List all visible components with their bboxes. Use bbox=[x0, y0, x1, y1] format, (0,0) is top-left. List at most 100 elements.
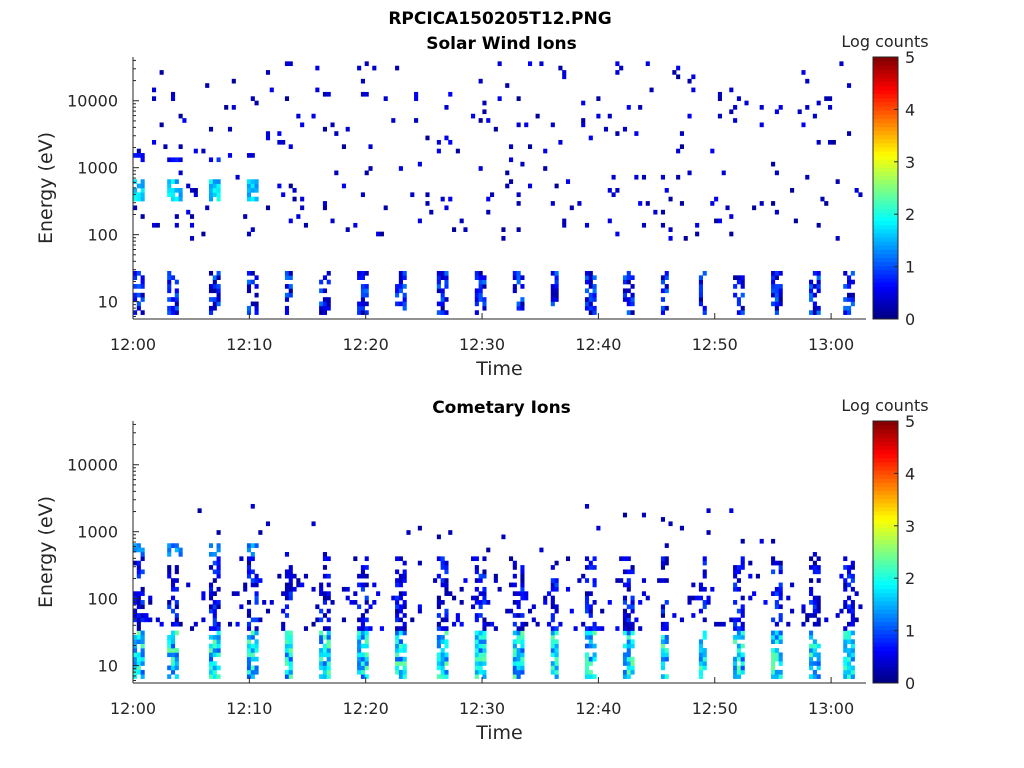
heatmap-cell bbox=[630, 310, 635, 315]
heatmap-cell bbox=[174, 214, 179, 219]
heatmap-cell bbox=[486, 209, 491, 215]
colorbar-swatch bbox=[873, 613, 898, 618]
heatmap-cell bbox=[170, 310, 176, 315]
heatmap-cell bbox=[140, 188, 145, 193]
heatmap-cell bbox=[592, 310, 597, 315]
heatmap-cell bbox=[448, 139, 453, 145]
heatmap-cell bbox=[778, 613, 783, 618]
heatmap-cell bbox=[774, 604, 779, 610]
heatmap-cell bbox=[733, 569, 738, 575]
heatmap-cell bbox=[660, 310, 666, 315]
colorbar-swatch bbox=[873, 437, 898, 442]
heatmap-cell bbox=[436, 665, 441, 671]
heatmap-cell bbox=[212, 621, 217, 627]
heatmap-cell bbox=[850, 560, 855, 566]
heatmap-cell bbox=[664, 270, 669, 276]
heatmap-cell bbox=[174, 613, 179, 618]
heatmap-cell bbox=[364, 310, 369, 315]
heatmap-cell bbox=[721, 621, 726, 627]
heatmap-cell bbox=[208, 582, 214, 588]
heatmap-cell bbox=[854, 591, 859, 596]
heatmap-cell bbox=[136, 617, 141, 623]
heatmap-cell bbox=[736, 578, 741, 583]
heatmap-cell bbox=[284, 661, 290, 666]
heatmap-cell bbox=[550, 617, 555, 623]
heatmap-cell bbox=[433, 578, 438, 583]
heatmap-cell bbox=[254, 183, 259, 189]
heatmap-cell bbox=[357, 573, 362, 579]
heatmap-cell bbox=[326, 643, 331, 649]
heatmap-cell bbox=[167, 569, 172, 575]
heatmap-cell bbox=[592, 565, 597, 570]
heatmap-cell bbox=[626, 669, 631, 675]
heatmap-cell bbox=[170, 630, 176, 636]
heatmap-cell bbox=[679, 131, 684, 136]
heatmap-cell bbox=[584, 643, 590, 649]
heatmap-cell bbox=[816, 565, 821, 570]
heatmap-cell bbox=[258, 617, 263, 623]
heatmap-cell bbox=[554, 630, 559, 636]
heatmap-cell bbox=[322, 600, 327, 605]
colorbar-swatch bbox=[873, 118, 898, 123]
heatmap-cell bbox=[774, 270, 779, 276]
heatmap-cell bbox=[208, 157, 214, 163]
heatmap-cell bbox=[626, 661, 631, 666]
colorbar-swatch bbox=[873, 535, 898, 541]
heatmap-cell bbox=[630, 669, 635, 675]
heatmap-cell bbox=[774, 669, 779, 675]
heatmap-cell bbox=[550, 669, 555, 675]
heatmap-cell bbox=[319, 305, 324, 311]
heatmap-cell bbox=[133, 595, 138, 601]
heatmap-cell bbox=[698, 284, 703, 289]
heatmap-cell bbox=[478, 600, 483, 605]
heatmap-cell bbox=[315, 65, 320, 71]
heatmap-cell bbox=[254, 310, 259, 315]
heatmap-cell bbox=[288, 218, 293, 224]
heatmap-cell bbox=[508, 582, 514, 588]
heatmap-cell bbox=[698, 288, 703, 294]
heatmap-cell bbox=[250, 270, 255, 276]
heatmap-cell bbox=[660, 665, 666, 671]
heatmap-cell bbox=[816, 665, 821, 671]
heatmap-cell bbox=[516, 279, 521, 285]
heatmap-cell bbox=[660, 222, 666, 228]
heatmap-cell bbox=[300, 205, 305, 211]
heatmap-cell bbox=[482, 639, 487, 644]
colorbar-swatch bbox=[873, 658, 898, 663]
heatmap-cell bbox=[554, 284, 559, 289]
heatmap-cell bbox=[740, 310, 745, 315]
heatmap-cell bbox=[790, 608, 795, 614]
heatmap-cell bbox=[455, 148, 460, 154]
heatmap-cell bbox=[482, 626, 487, 631]
heatmap-cell bbox=[364, 582, 369, 588]
heatmap-cell bbox=[174, 661, 179, 666]
heatmap-cell bbox=[353, 222, 358, 228]
heatmap-cell bbox=[592, 630, 597, 636]
heatmap-cell bbox=[771, 288, 776, 294]
heatmap-cell bbox=[584, 275, 590, 280]
heatmap-cell bbox=[326, 91, 331, 97]
heatmap-cell bbox=[341, 586, 346, 592]
heatmap-cell bbox=[303, 222, 309, 228]
heatmap-cell bbox=[395, 595, 400, 601]
heatmap-cell bbox=[133, 153, 138, 158]
heatmap-cell bbox=[516, 227, 521, 232]
heatmap-cell bbox=[136, 569, 141, 575]
heatmap-cell bbox=[698, 582, 703, 588]
heatmap-cell bbox=[786, 621, 791, 627]
heatmap-cell bbox=[539, 547, 544, 553]
heatmap-cell bbox=[816, 275, 821, 280]
heatmap-cell bbox=[440, 669, 445, 675]
heatmap-cell bbox=[668, 227, 673, 232]
heatmap-cell bbox=[174, 179, 179, 184]
heatmap-cell bbox=[436, 310, 441, 315]
heatmap-cell bbox=[167, 600, 172, 605]
heatmap-cell bbox=[824, 96, 829, 101]
heatmap-cell bbox=[550, 586, 555, 592]
heatmap-cell bbox=[850, 656, 855, 662]
heatmap-cell bbox=[516, 275, 521, 280]
heatmap-cell bbox=[174, 600, 179, 605]
heatmap-cell bbox=[254, 648, 259, 653]
heatmap-cell bbox=[360, 582, 365, 588]
